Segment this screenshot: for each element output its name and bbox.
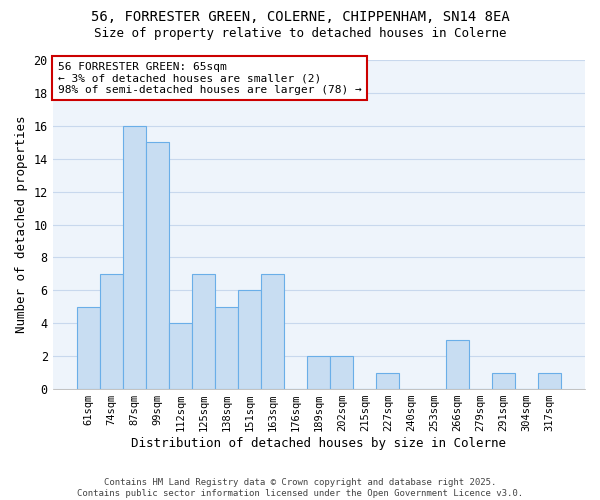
- Bar: [307, 356, 331, 389]
- Bar: [331, 356, 353, 389]
- Y-axis label: Number of detached properties: Number of detached properties: [15, 116, 28, 334]
- Bar: [146, 142, 169, 389]
- Bar: [376, 372, 400, 389]
- Text: Size of property relative to detached houses in Colerne: Size of property relative to detached ho…: [94, 28, 506, 40]
- Bar: [261, 274, 284, 389]
- Bar: [169, 324, 192, 389]
- Bar: [123, 126, 146, 389]
- Text: 56 FORRESTER GREEN: 65sqm
← 3% of detached houses are smaller (2)
98% of semi-de: 56 FORRESTER GREEN: 65sqm ← 3% of detach…: [58, 62, 362, 95]
- Text: 56, FORRESTER GREEN, COLERNE, CHIPPENHAM, SN14 8EA: 56, FORRESTER GREEN, COLERNE, CHIPPENHAM…: [91, 10, 509, 24]
- Bar: [538, 372, 561, 389]
- X-axis label: Distribution of detached houses by size in Colerne: Distribution of detached houses by size …: [131, 437, 506, 450]
- Bar: [238, 290, 261, 389]
- Text: Contains HM Land Registry data © Crown copyright and database right 2025.
Contai: Contains HM Land Registry data © Crown c…: [77, 478, 523, 498]
- Bar: [77, 307, 100, 389]
- Bar: [491, 372, 515, 389]
- Bar: [192, 274, 215, 389]
- Bar: [215, 307, 238, 389]
- Bar: [100, 274, 123, 389]
- Bar: [446, 340, 469, 389]
